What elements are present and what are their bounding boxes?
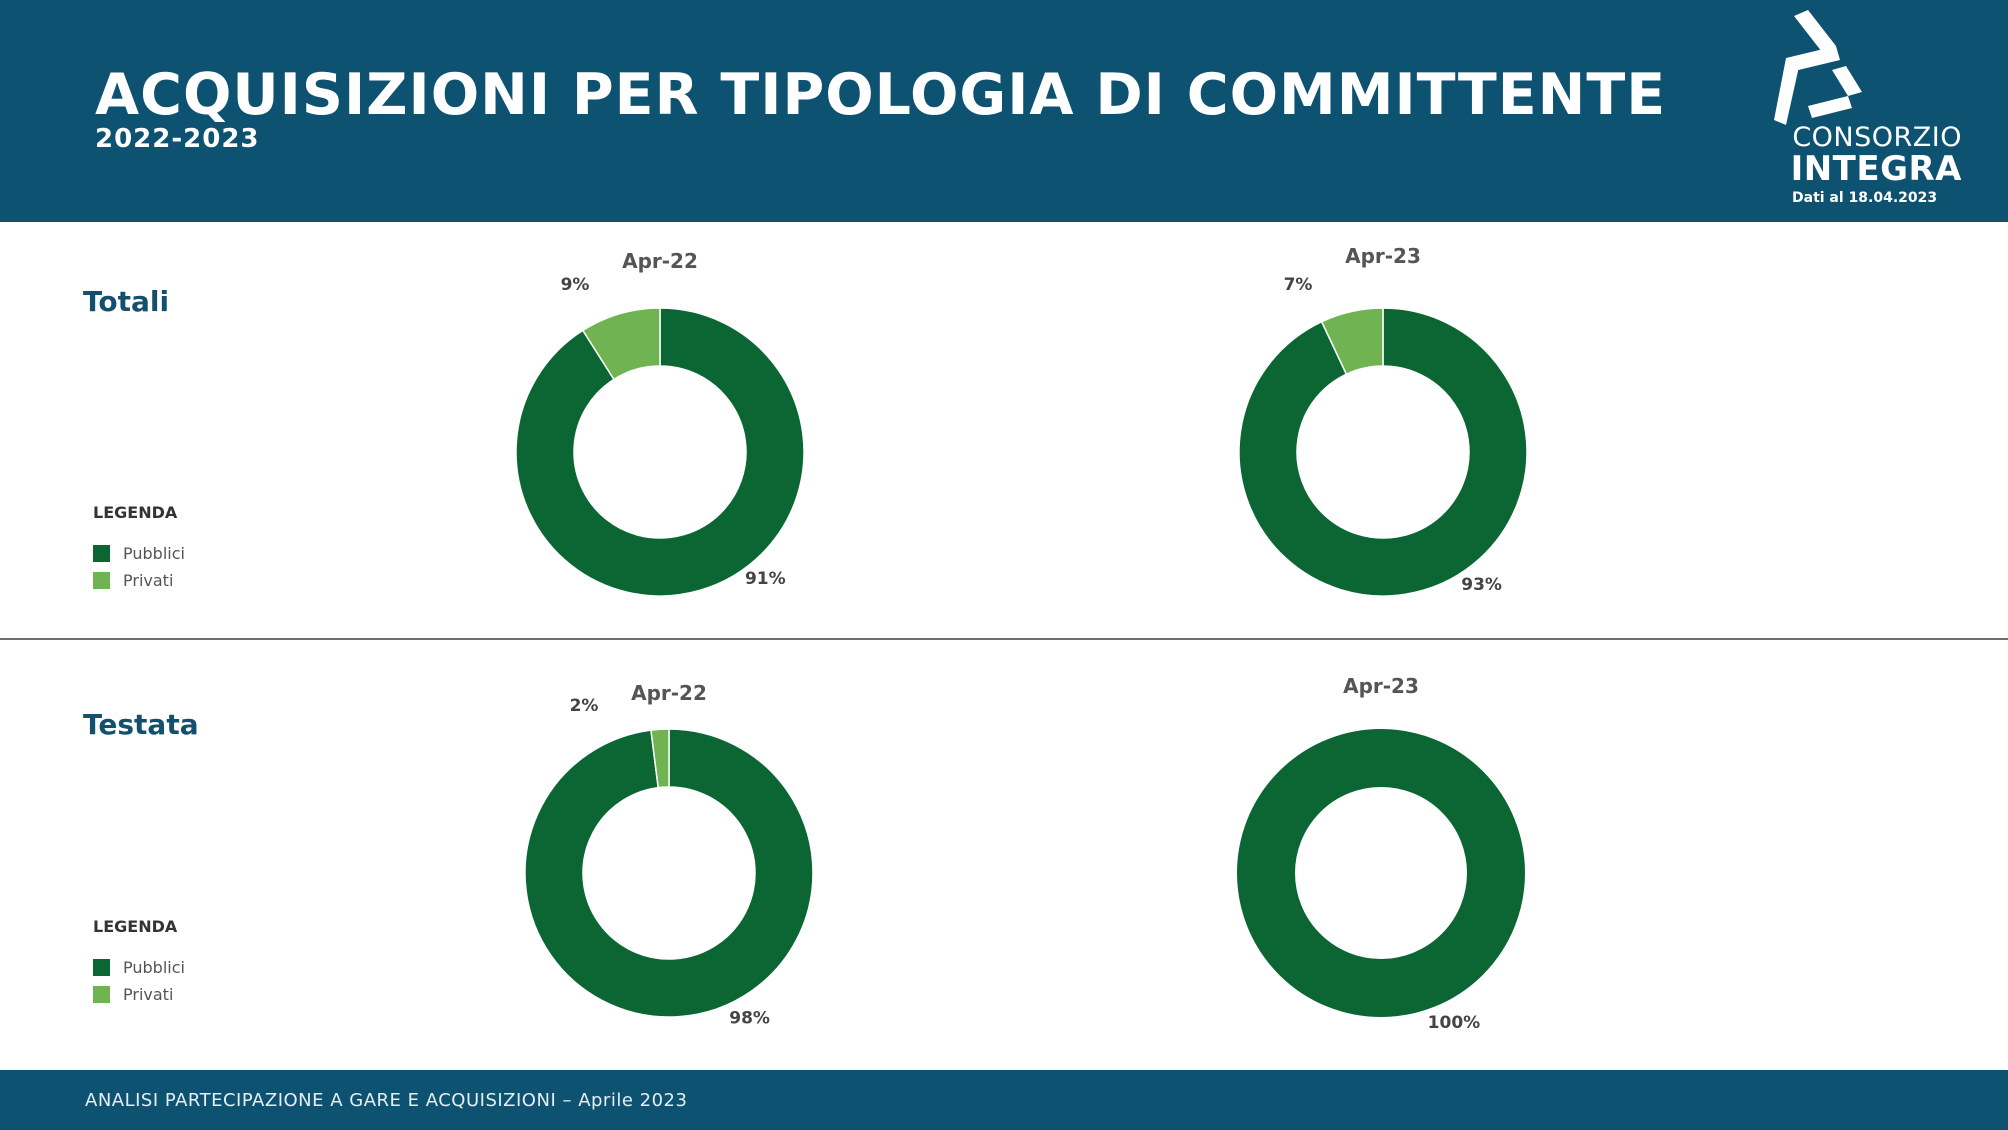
header-banner: ACQUISIZIONI PER TIPOLOGIA DI COMMITTENT… <box>0 0 2008 222</box>
legend-item-pubblici: Pubblici <box>93 540 185 567</box>
donut-chart-testata-apr-23: Apr-23 100% <box>1237 674 1525 1033</box>
data-label-pubblici: 91% <box>745 569 786 589</box>
legend-label-pubblici: Pubblici <box>123 544 185 563</box>
legend-label-privati: Privati <box>123 571 174 590</box>
legend-swatch-privati <box>93 986 110 1003</box>
data-label-privati: 2% <box>570 696 599 716</box>
donut-chart-totali-apr-23: Apr-23 93% 7% <box>1238 244 1528 597</box>
data-label-privati: 9% <box>561 275 590 295</box>
chart-title: Apr-22 <box>631 681 707 705</box>
legend-swatch-pubblici <box>93 545 110 562</box>
slice-pubblici <box>524 728 814 1018</box>
legend-item-privati: Privati <box>93 981 185 1008</box>
data-label-pubblici: 100% <box>1428 1013 1481 1033</box>
slice-privati <box>1320 307 1384 376</box>
slice-pubblici <box>1237 729 1525 1017</box>
chart-title: Apr-23 <box>1343 674 1419 698</box>
data-label-pubblici: 93% <box>1461 575 1502 595</box>
data-label-pubblici: 98% <box>729 1009 770 1029</box>
legend-title: LEGENDA <box>93 917 178 936</box>
legend-swatch-pubblici <box>93 959 110 976</box>
footer-banner: ANALISI PARTECIPAZIONE A GARE E ACQUISIZ… <box>0 1070 2008 1130</box>
legend-totali: LEGENDA Pubblici Privati <box>93 503 185 594</box>
donut-chart-testata-apr-22: Apr-22 98% 2% <box>524 681 814 1029</box>
legend-label-pubblici: Pubblici <box>123 958 185 977</box>
row-label-totali: Totali <box>83 285 170 318</box>
legend-item-privati: Privati <box>93 567 185 594</box>
data-label-privati: 7% <box>1284 275 1313 295</box>
logo-mark-icon <box>1774 10 1862 125</box>
slice-pubblici <box>1238 307 1528 597</box>
donut-chart-totali-apr-22: Apr-22 91% 9% <box>515 249 805 597</box>
section-divider <box>0 638 2008 640</box>
slice-privati <box>581 307 661 381</box>
data-date: Dati al 18.04.2023 <box>1792 190 1938 206</box>
consorzio-integra-logo: CONSORZIO INTEGRA Dati al 18.04.2023 <box>1760 10 1980 210</box>
slice-pubblici <box>515 307 805 597</box>
legend-testata: LEGENDA Pubblici Privati <box>93 917 185 1008</box>
chart-title: Apr-23 <box>1345 244 1421 268</box>
legend-label-privati: Privati <box>123 985 174 1004</box>
legend-item-pubblici: Pubblici <box>93 954 185 981</box>
page-title: ACQUISIZIONI PER TIPOLOGIA DI COMMITTENT… <box>95 62 1667 128</box>
footer-text: ANALISI PARTECIPAZIONE A GARE E ACQUISIZ… <box>85 1090 688 1111</box>
slice-privati <box>650 728 670 789</box>
brand-line-2: INTEGRA <box>1790 149 1962 189</box>
chart-title: Apr-22 <box>622 249 698 273</box>
row-label-testata: Testata <box>83 708 199 741</box>
legend-title: LEGENDA <box>93 503 178 522</box>
page-subtitle: 2022-2023 <box>95 124 260 154</box>
legend-swatch-privati <box>93 572 110 589</box>
brand-line-1: CONSORZIO <box>1792 122 1962 153</box>
